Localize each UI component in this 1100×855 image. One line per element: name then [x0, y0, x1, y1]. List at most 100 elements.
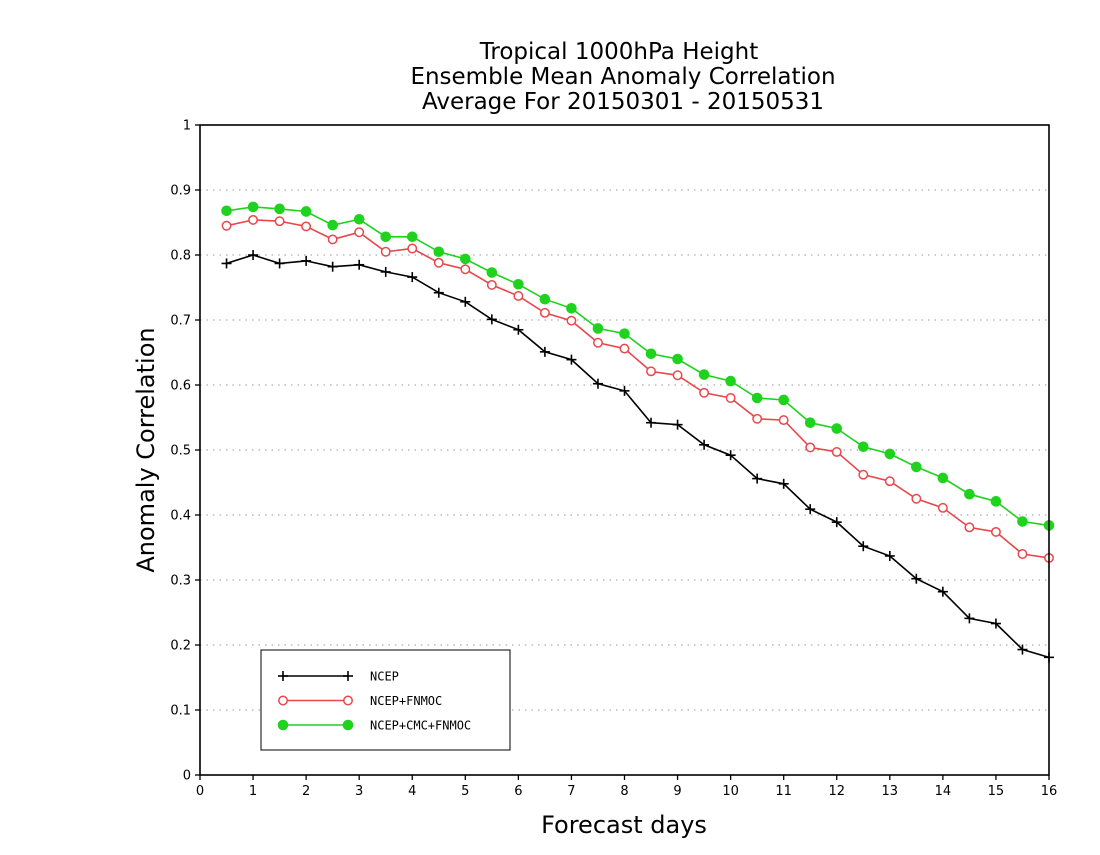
data-point [858, 469, 869, 480]
y-axis-ticks: 0 0.1 0.2 0.3 0.4 0.5 0.6 0.7 0.8 0.9 1 [170, 119, 200, 784]
data-point [831, 447, 842, 457]
data-point [778, 394, 789, 406]
data-point [460, 253, 471, 265]
x-tick-label: 9 [673, 784, 681, 799]
data-point [539, 293, 551, 305]
data-point [990, 496, 1002, 507]
data-point [752, 473, 763, 484]
data-point [460, 296, 471, 307]
data-point [698, 369, 710, 380]
x-axis-label: Forecast days [541, 811, 707, 839]
plot-frame [199, 124, 1050, 776]
data-point [672, 419, 683, 430]
legend-label: NCEP [370, 670, 399, 684]
title-line-1: Tropical 1000hPa Height [479, 39, 759, 65]
data-point [539, 307, 550, 318]
data-point [619, 328, 630, 339]
data-point [274, 203, 285, 215]
data-point [566, 354, 577, 365]
data-point [619, 385, 630, 396]
data-point [1017, 516, 1028, 527]
data-point [752, 413, 763, 424]
data-point [805, 504, 816, 515]
data-point [911, 493, 922, 504]
data-point [619, 343, 630, 354]
grid-lines [200, 189, 1049, 711]
legend-entry: NCEP+CMC+FNMOC [277, 719, 471, 733]
data-point [221, 205, 232, 217]
data-point [937, 586, 948, 597]
x-tick-label: 15 [988, 784, 1005, 799]
data-point [513, 324, 524, 335]
data-point [327, 261, 338, 272]
y-tick-label: 0.2 [170, 639, 191, 654]
series-layer [221, 201, 1055, 663]
data-point [566, 303, 577, 314]
y-tick-label: 0.9 [170, 184, 191, 199]
x-tick-label: 3 [355, 784, 363, 799]
x-axis-ticks: 0 1 2 3 4 5 6 7 8 9 10 11 12 13 14 15 16 [196, 775, 1057, 799]
data-point [274, 258, 285, 269]
y-tick-label: 0.8 [170, 249, 191, 264]
data-point [699, 387, 710, 398]
data-point [884, 476, 895, 487]
data-point [1017, 644, 1028, 655]
data-point [964, 522, 975, 533]
y-tick-label: 0.5 [170, 444, 191, 459]
data-point [274, 216, 285, 227]
data-point [300, 206, 312, 217]
data-point [699, 439, 710, 450]
x-tick-label: 10 [722, 784, 739, 799]
legend-label: NCEP+FNMOC [370, 694, 442, 708]
data-point [354, 227, 365, 238]
y-tick-label: 1 [183, 119, 191, 134]
y-tick-label: 0 [183, 769, 191, 784]
y-tick-label: 0.6 [170, 379, 191, 394]
data-point [937, 472, 949, 484]
data-point [301, 221, 312, 232]
y-tick-label: 0.7 [170, 314, 191, 329]
data-point [831, 423, 843, 434]
data-point [513, 291, 524, 301]
data-point [725, 393, 736, 403]
data-point [646, 366, 656, 377]
data-point [566, 315, 577, 326]
x-tick-label: 5 [461, 784, 469, 799]
data-point [248, 214, 259, 225]
data-point [354, 259, 365, 270]
series-ncep-cmc-fnmoc [221, 201, 1055, 531]
data-point [380, 266, 391, 277]
x-tick-label: 16 [1041, 784, 1058, 799]
data-point [592, 323, 604, 334]
data-point [593, 337, 603, 348]
data-point [725, 375, 736, 387]
data-point [964, 488, 975, 500]
data-point [247, 201, 259, 213]
data-point [433, 246, 445, 258]
data-point [884, 448, 896, 460]
x-tick-label: 7 [567, 784, 575, 799]
data-point [460, 264, 471, 275]
data-point [1017, 549, 1028, 559]
data-point [858, 541, 869, 552]
y-tick-label: 0.4 [170, 509, 191, 524]
data-point [407, 272, 418, 283]
data-point [380, 246, 391, 257]
data-point [911, 461, 922, 473]
series-line [226, 219, 1050, 559]
data-point [672, 353, 683, 365]
data-point [646, 417, 657, 428]
data-point [592, 378, 603, 389]
data-point [990, 526, 1001, 537]
data-point [433, 287, 444, 298]
legend-entry: NCEP+FNMOC [278, 694, 442, 708]
x-tick-label: 11 [775, 784, 792, 799]
title-line-3: Average For 20150301 - 20150531 [422, 89, 824, 115]
x-tick-label: 2 [302, 784, 310, 799]
data-point [221, 220, 232, 231]
x-tick-label: 6 [514, 784, 522, 799]
data-point [831, 517, 842, 528]
data-point [407, 243, 418, 254]
